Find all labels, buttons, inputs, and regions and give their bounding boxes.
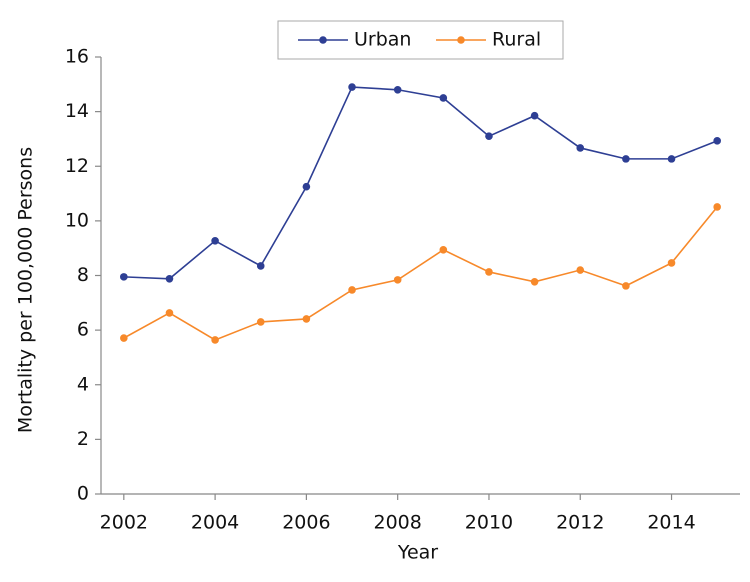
point [302, 315, 311, 323]
y-tick-label: 6 [77, 319, 89, 341]
x-tick-label: 2010 [465, 512, 513, 534]
x-tick-label: 2002 [100, 512, 148, 534]
y-tick-label: 16 [65, 46, 89, 68]
point [348, 286, 356, 294]
point [667, 155, 676, 163]
series-line [123, 206, 718, 341]
point [485, 268, 493, 276]
point [576, 144, 585, 152]
point [211, 336, 219, 344]
point [485, 132, 493, 141]
point [439, 246, 448, 254]
point [302, 182, 311, 191]
y-tick-label: 14 [65, 100, 89, 122]
x-tick-label: 2008 [373, 512, 421, 534]
legend-label: Rural [492, 29, 541, 51]
point [256, 318, 265, 326]
legend-marker [319, 36, 327, 44]
y-tick-label: 4 [77, 373, 89, 395]
point [530, 277, 539, 286]
point [622, 282, 630, 290]
point [120, 273, 128, 281]
point [713, 137, 721, 145]
point [393, 85, 402, 94]
point [439, 94, 448, 102]
point [165, 274, 174, 283]
series-line [123, 86, 718, 280]
point [622, 155, 630, 163]
x-tick-label: 2004 [191, 512, 239, 534]
legend-label: Urban [354, 29, 411, 51]
y-tick-label: 8 [77, 264, 89, 286]
y-tick-label: 12 [65, 155, 89, 177]
x-tick-label: 2006 [282, 512, 330, 534]
point [211, 237, 219, 245]
y-tick-label: 10 [65, 209, 89, 231]
point [165, 309, 174, 317]
y-tick-label: 2 [77, 428, 89, 450]
point [530, 111, 539, 120]
point [256, 262, 265, 270]
point [576, 266, 585, 274]
point [393, 276, 402, 284]
y-axis-label: Mortality per 100,000 Persons [15, 147, 37, 433]
y-tick-label: 0 [77, 483, 89, 505]
legend-box [277, 20, 564, 60]
point [348, 83, 356, 91]
point [713, 203, 721, 211]
x-tick-label: 2012 [556, 512, 604, 534]
point [667, 259, 676, 267]
x-axis-label: Year [397, 542, 438, 564]
legend-marker [457, 36, 465, 44]
point [120, 334, 128, 342]
x-tick-label: 2014 [647, 512, 695, 534]
